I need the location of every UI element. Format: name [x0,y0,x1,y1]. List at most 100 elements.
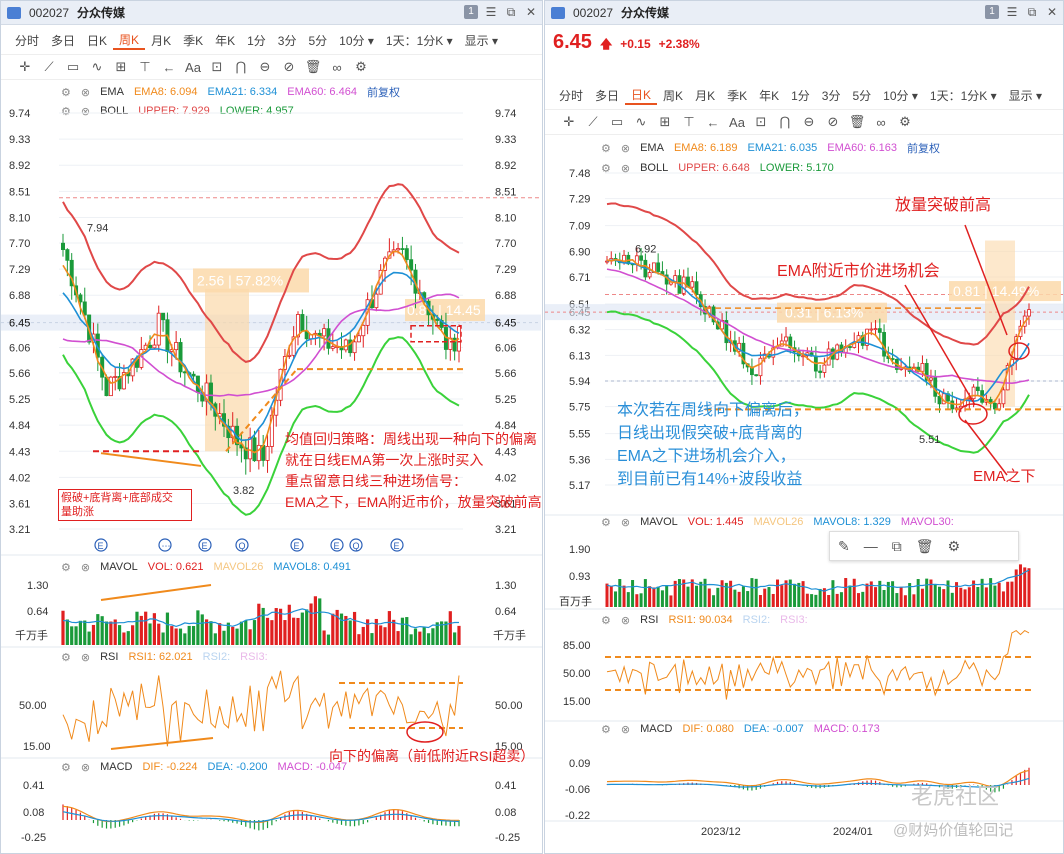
wave-tool-icon[interactable]: ∿ [635,114,647,129]
close-icon[interactable]: ⊗ [80,105,91,118]
tab-1[interactable]: 多日 [51,33,76,48]
line-style-icon[interactable]: — [863,538,878,554]
adjust-select[interactable]: 前复权 [366,87,400,99]
tab-9[interactable]: 5分 [308,33,328,48]
magnet-icon[interactable]: ⋂ [235,59,247,74]
tab-12[interactable]: 显示 ▾ [464,33,498,48]
link-icon[interactable]: ∞ [332,59,342,75]
window-badge-icon[interactable]: 1 [464,5,478,19]
tab-4[interactable]: 月K [695,88,716,103]
gear-icon[interactable]: ⚙ [61,561,71,574]
crosshair-icon[interactable]: ✛ [19,59,31,74]
settings-icon[interactable]: ⚙ [355,59,367,74]
tab-1[interactable]: 多日 [595,88,620,103]
line-tool-icon[interactable]: ⟋ [588,114,598,129]
tab-11[interactable]: 1天：1分K ▾ [385,33,453,48]
volume-bar [144,611,148,645]
fib-tool-icon[interactable]: ⊞ [115,59,127,74]
tab-0[interactable]: 分时 [559,88,584,103]
close-icon[interactable]: ⊗ [620,516,631,529]
candle-body [287,354,292,357]
price-tool-icon[interactable]: ⊡ [755,114,767,129]
weekly-chart-canvas[interactable]: 9.74 9.74 9.33 9.33 8.92 8.92 8.51 8.51 8.10 8.10… [1,25,542,854]
gear-icon[interactable]: ⚙ [61,86,71,99]
text-tool-icon[interactable]: Aa [729,114,745,130]
arrow-tool-icon[interactable]: ← [162,59,176,75]
restore-icon[interactable]: ⧉ [506,5,516,19]
gear-icon[interactable]: ⚙ [601,723,611,736]
y-tick-right: 9.74 [495,108,516,120]
gear-icon[interactable]: ⚙ [61,651,71,664]
tab-5[interactable]: 季K [727,88,748,103]
ray-tool-icon[interactable]: ⊤ [139,59,151,74]
close-icon[interactable]: ⊗ [620,162,631,175]
delete-icon[interactable]: 🗑 [848,114,866,129]
copy-icon[interactable]: ⧉ [891,537,902,554]
close-icon[interactable]: ✕ [525,5,537,19]
pen-icon[interactable]: ✎ [838,537,850,554]
wave-tool-icon[interactable]: ∿ [91,59,103,74]
gear-icon[interactable]: ⚙ [601,614,611,627]
tab-12[interactable]: 显示 ▾ [1008,88,1042,103]
line-tool-icon[interactable]: ⟋ [44,59,54,74]
hide-icon[interactable]: ⊘ [283,59,295,74]
tab-6[interactable]: 年K [759,88,780,103]
lock-icon[interactable]: ⊖ [259,59,271,74]
ray-tool-icon[interactable]: ⊤ [683,114,695,129]
close-icon[interactable]: ⊗ [80,651,91,664]
close-icon[interactable]: ⊗ [620,142,631,155]
gear-icon[interactable]: ⚙ [61,761,71,774]
tab-9[interactable]: 5分 [852,88,872,103]
gear-icon[interactable]: ⚙ [601,516,611,529]
minimize-icon[interactable]: ☰ [1006,5,1018,19]
close-icon[interactable]: ⊗ [620,614,631,627]
minimize-icon[interactable]: ☰ [485,5,497,19]
tab-7[interactable]: 1分 [791,88,810,103]
gear-icon[interactable]: ⚙ [61,105,71,118]
gear-icon[interactable]: ⚙ [601,142,611,155]
close-icon[interactable]: ⊗ [620,723,631,736]
tab-5[interactable]: 季K [183,33,204,48]
tab-0[interactable]: 分时 [15,33,40,48]
hide-icon[interactable]: ⊘ [827,114,839,129]
tab-10[interactable]: 10分 ▾ [883,88,918,103]
tab-7[interactable]: 1分 [247,33,266,48]
settings-icon[interactable]: ⚙ [947,537,961,554]
tab-8[interactable]: 3分 [277,33,297,48]
trash-icon[interactable]: 🗑 [915,537,934,554]
adjust-select[interactable]: 前复权 [906,143,940,155]
tab-2[interactable]: 日K [87,33,108,48]
rect-tool-icon[interactable]: ▭ [610,114,624,129]
price-tool-icon[interactable]: ⊡ [211,59,223,74]
tab-8[interactable]: 3分 [821,88,841,103]
fib-tool-icon[interactable]: ⊞ [659,114,671,129]
volume-bar [274,608,278,645]
close-icon[interactable]: ⊗ [80,761,91,774]
tab-3[interactable]: 周K [113,31,146,50]
event-icon-label: Q [353,541,360,551]
tab-10[interactable]: 10分 ▾ [339,33,374,48]
crosshair-icon[interactable]: ✛ [563,114,575,129]
lock-icon[interactable]: ⊖ [803,114,815,129]
close-icon[interactable]: ✕ [1046,5,1058,19]
settings-icon[interactable]: ⚙ [899,114,911,129]
tab-3[interactable]: 周K [663,88,684,103]
gear-icon[interactable]: ⚙ [601,162,611,175]
daily-chart-canvas[interactable]: 7.487.297.096.906.716.516.456.326.135.94… [545,25,1063,854]
close-icon[interactable]: ⊗ [80,86,91,99]
arrow-tool-icon[interactable]: ← [706,114,720,130]
weekly-chart-window: 002027 分众传媒 1 ☰ ⧉ ✕ 分时 多日 日K 周K 月K 季K 年K 1分 3分 5分… [0,0,543,854]
window-badge-icon[interactable]: 1 [985,5,999,19]
text-tool-icon[interactable]: Aa [185,59,201,75]
tab-11[interactable]: 1天：1分K ▾ [929,88,997,103]
close-icon[interactable]: ⊗ [80,561,91,574]
candle-body [711,306,716,323]
delete-icon[interactable]: 🗑 [304,59,322,74]
restore-icon[interactable]: ⧉ [1027,5,1037,19]
link-icon[interactable]: ∞ [876,114,886,130]
tab-2[interactable]: 日K [625,86,658,105]
magnet-icon[interactable]: ⋂ [779,114,791,129]
tab-4[interactable]: 月K [151,33,172,48]
rect-tool-icon[interactable]: ▭ [66,59,80,74]
tab-6[interactable]: 年K [215,33,236,48]
